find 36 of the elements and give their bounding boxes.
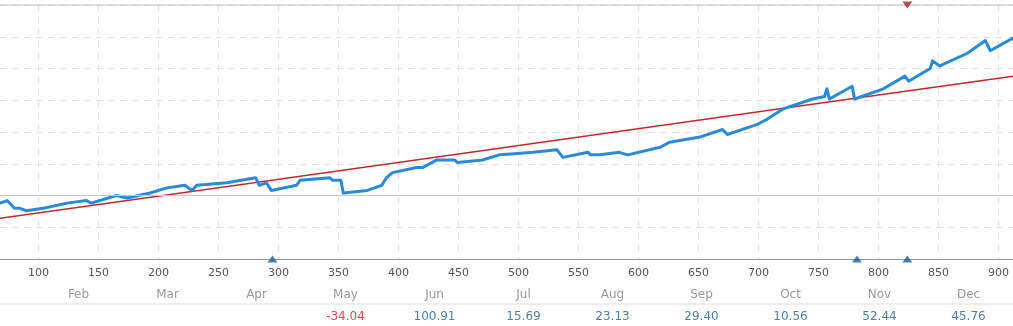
x-tick-label: 250 xyxy=(207,266,229,279)
x-tick-label: 600 xyxy=(628,266,650,279)
text: 45.76 xyxy=(951,309,986,323)
text: 10.56 xyxy=(773,309,808,323)
x-tick-label: 200 xyxy=(147,266,169,279)
category-label: Aug xyxy=(600,287,625,301)
text: 100.91 xyxy=(413,309,456,323)
x-tick-label: 750 xyxy=(808,266,830,279)
x-tick-label: 650 xyxy=(688,266,710,279)
category-label: Nov xyxy=(867,287,892,301)
category-label: Feb xyxy=(67,287,90,301)
x-tick-label: 450 xyxy=(447,266,469,279)
x-tick-label: 350 xyxy=(327,266,349,279)
x-tick-label: 150 xyxy=(87,266,109,279)
text: 29.40 xyxy=(684,309,719,323)
category-label: Sep xyxy=(690,287,713,301)
text: 23.13 xyxy=(595,309,630,323)
x-tick-label: 400 xyxy=(387,266,409,279)
x-tick-label: 100 xyxy=(27,266,49,279)
x-tick-label: 550 xyxy=(568,266,590,279)
category-label: Dec xyxy=(956,287,981,301)
category-label: May xyxy=(333,287,358,301)
x-tick-label: 800 xyxy=(868,266,890,279)
x-tick-label: 500 xyxy=(508,266,529,279)
text: 15.69 xyxy=(506,309,541,323)
category-label: Apr xyxy=(246,287,267,301)
x-tick-label: 300 xyxy=(267,266,289,279)
text: -34.04 xyxy=(326,309,365,323)
category-label: Oct xyxy=(780,287,802,301)
category-label: Jul xyxy=(515,287,531,301)
category-label: Mar xyxy=(156,287,179,301)
x-tick-label: 900 xyxy=(988,266,1010,279)
x-tick-label: 700 xyxy=(748,266,770,279)
category-label: Jun xyxy=(424,287,444,301)
x-tick-label: 850 xyxy=(928,266,950,279)
text: 52.44 xyxy=(862,309,897,323)
